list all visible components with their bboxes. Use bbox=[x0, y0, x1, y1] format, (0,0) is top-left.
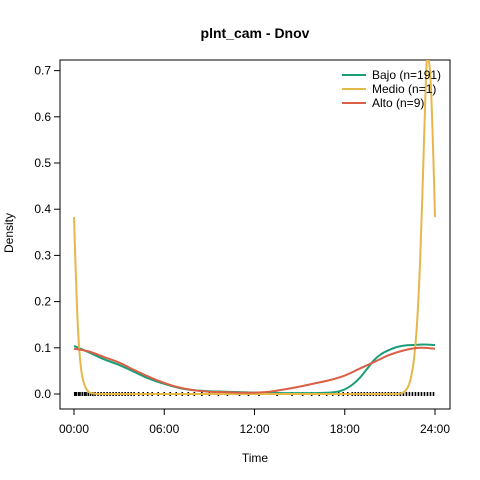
plot-frame bbox=[59, 59, 451, 410]
series-lines bbox=[73, 60, 436, 396]
y-tick-label: 0.7 bbox=[34, 64, 51, 78]
y-axis: 0.0 0.1 0.2 0.3 0.4 0.5 0.6 0.7 bbox=[34, 64, 60, 401]
series-line-bajo bbox=[73, 343, 436, 395]
x-tick-label: 12:00 bbox=[239, 422, 269, 436]
series-line-medio bbox=[73, 60, 436, 396]
x-tick-label: 06:00 bbox=[149, 422, 179, 436]
y-tick-label: 0.4 bbox=[34, 202, 51, 216]
legend-label: Bajo (n=191) bbox=[372, 68, 441, 82]
x-axis: 00:00 06:00 12:00 18:00 24:00 bbox=[59, 409, 450, 436]
y-tick-label: 0.2 bbox=[34, 295, 51, 309]
legend-label: Medio (n=1) bbox=[372, 82, 436, 96]
legend: Bajo (n=191)Medio (n=1)Alto (n=9) bbox=[342, 68, 441, 110]
y-tick-label: 0.0 bbox=[34, 387, 51, 401]
legend-item-alto: Alto (n=9) bbox=[342, 96, 424, 110]
x-tick-label: 24:00 bbox=[420, 422, 450, 436]
y-axis-label: Density bbox=[2, 213, 16, 253]
x-tick-label: 18:00 bbox=[330, 422, 360, 436]
x-tick-label: 00:00 bbox=[59, 422, 89, 436]
legend-label: Alto (n=9) bbox=[372, 96, 424, 110]
series-line-alto bbox=[73, 346, 436, 394]
chart-title: plnt_cam - Dnov bbox=[201, 25, 310, 41]
legend-item-medio: Medio (n=1) bbox=[342, 82, 436, 96]
y-tick-label: 0.6 bbox=[34, 110, 51, 124]
y-tick-label: 0.1 bbox=[34, 341, 51, 355]
y-tick-label: 0.3 bbox=[34, 248, 51, 262]
y-tick-label: 0.5 bbox=[34, 156, 51, 170]
legend-item-bajo: Bajo (n=191) bbox=[342, 68, 441, 82]
x-axis-label: Time bbox=[242, 451, 269, 465]
